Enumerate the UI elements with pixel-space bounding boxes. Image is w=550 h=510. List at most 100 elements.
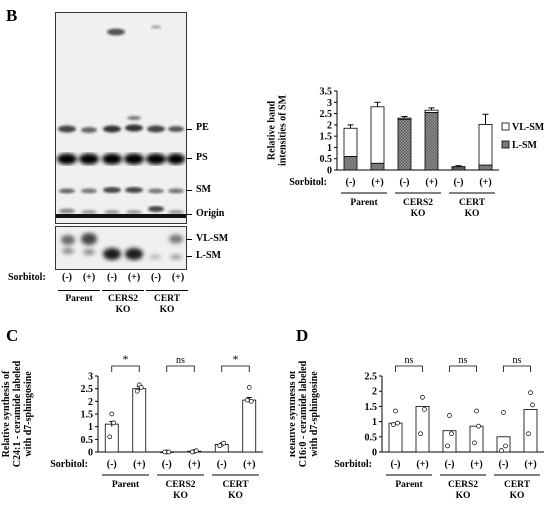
band-label-origin: Origin	[196, 208, 225, 219]
sorbitol-label: Sorbitol:	[334, 459, 372, 470]
panel-letter-b: B	[6, 6, 18, 25]
category-tick-label: (-)	[445, 459, 455, 470]
blot-tick-1: (-)	[62, 272, 72, 283]
category-tick-label: (+)	[188, 459, 200, 470]
group-label: Parent	[350, 198, 378, 208]
significance-bracket	[111, 365, 140, 372]
bar-l-sm	[424, 112, 439, 171]
y-axis-title-text: Relative synthesis ofC16:0 - ceramide la…	[290, 360, 320, 467]
y-tick-label: 1.5	[320, 132, 333, 143]
data-point	[499, 448, 504, 453]
y-tick-label: 0	[88, 448, 93, 459]
y-tick-label: 2.5	[320, 109, 333, 120]
blot-tick-2: (+)	[82, 272, 96, 283]
data-point	[248, 398, 254, 404]
y-tick-label: 2	[327, 120, 332, 131]
blot-tick-3: (-)	[107, 272, 117, 283]
y-axis-title-text: Relative bandintensities of SM	[267, 94, 289, 166]
bar-vl-sm	[370, 106, 385, 164]
y-tick-label: 3	[327, 98, 332, 109]
data-point	[246, 385, 252, 390]
legend-swatch	[501, 122, 510, 131]
bar	[388, 422, 403, 453]
tlc-blot-upper-image	[56, 13, 186, 223]
y-tick-label: 1	[327, 143, 332, 154]
category-tick-label: (-)	[217, 459, 227, 470]
data-point	[109, 411, 115, 417]
category-tick-label: (-)	[454, 177, 464, 188]
significance-bracket	[395, 365, 423, 372]
blot-tick-6: (+)	[171, 272, 185, 283]
y-tick-label: 0.5	[320, 154, 333, 165]
data-point	[422, 407, 427, 412]
chart-d-bar: 0 0.5 1 1.5 2 2.5 Relative synthesis ofC16:0 -…	[290, 355, 544, 501]
band-label-pe: PE	[196, 122, 209, 133]
legend-swatch	[501, 140, 510, 149]
bar	[496, 436, 511, 453]
data-point	[391, 422, 396, 427]
band-label-ps: PS	[196, 152, 208, 163]
group-label: CERT KO	[504, 480, 531, 501]
significance-label: ns	[405, 355, 414, 366]
category-tick-label: (+)	[479, 177, 491, 188]
data-point	[445, 443, 450, 449]
data-point	[472, 440, 477, 446]
blot-tick-4: (+)	[127, 272, 141, 283]
data-point	[474, 408, 479, 414]
bar-vl-sm	[478, 124, 493, 166]
data-point	[528, 390, 533, 396]
y-tick-label: 0	[327, 166, 332, 177]
bar-vl-sm	[397, 117, 412, 120]
bar-l-sm	[343, 156, 358, 171]
y-tick-label: 3	[88, 372, 93, 383]
data-point	[395, 420, 400, 426]
tlc-blot-lower-image	[56, 227, 186, 269]
blot-tick-5: (-)	[151, 272, 161, 283]
bar-l-sm	[397, 118, 412, 171]
data-point	[420, 394, 425, 400]
significance-label: ns	[176, 355, 185, 366]
blot-group-line-cert	[146, 290, 188, 291]
bar	[104, 423, 119, 453]
data-point	[221, 440, 227, 446]
y-tick-label: 0	[372, 448, 377, 459]
category-tick-label: (-)	[391, 459, 401, 470]
chart-c-bar: 0 0.5 11.5 2 2.53 Relative synthesis ofC24:1 …	[1, 352, 263, 501]
group-label: CERS2 KO	[448, 480, 478, 501]
data-point	[530, 402, 535, 408]
bar	[242, 399, 257, 453]
group-label: CERS2 KO	[403, 198, 433, 219]
sm-marker-line	[186, 190, 192, 191]
band-label-vl-sm: VL-SM	[196, 233, 229, 244]
group-label: CERT KO	[459, 198, 486, 219]
bar-l-sm	[370, 162, 385, 171]
blot-group-cers2-ko: CERS2 KO	[107, 294, 139, 315]
data-point	[476, 423, 481, 429]
panel-letter-c: C	[6, 326, 19, 345]
bar	[523, 409, 538, 453]
group-label: Parent	[395, 480, 423, 490]
category-tick-label: (-)	[499, 459, 509, 470]
data-point	[393, 408, 398, 414]
bar-vl-sm	[343, 127, 358, 157]
category-tick-label: (-)	[346, 177, 356, 188]
sorbitol-label: Sorbitol:	[289, 177, 327, 188]
blot-group-cert-ko: CERT KO	[153, 294, 181, 315]
legend-label: L-SM	[512, 140, 538, 151]
bar-vl-sm	[451, 166, 466, 169]
y-tick-label: 2.5	[365, 372, 378, 383]
bar-vl-sm	[424, 109, 439, 113]
y-axis-title: Relative synthesis ofC24:1 - ceramide la…	[1, 360, 34, 467]
bar	[415, 406, 430, 453]
data-point	[447, 413, 452, 418]
y-tick-label: 1.5	[365, 402, 378, 413]
data-point	[193, 448, 199, 454]
blot-group-line-parent	[58, 290, 100, 291]
tlc-blot-lower	[55, 226, 187, 270]
pe-marker-line	[186, 129, 192, 130]
significance-label: ns	[513, 355, 522, 366]
band-label-sm: SM	[196, 184, 211, 195]
vl-sm-marker-line	[186, 239, 192, 240]
data-point	[189, 449, 195, 455]
group-label: CERS2 KO	[165, 480, 195, 501]
